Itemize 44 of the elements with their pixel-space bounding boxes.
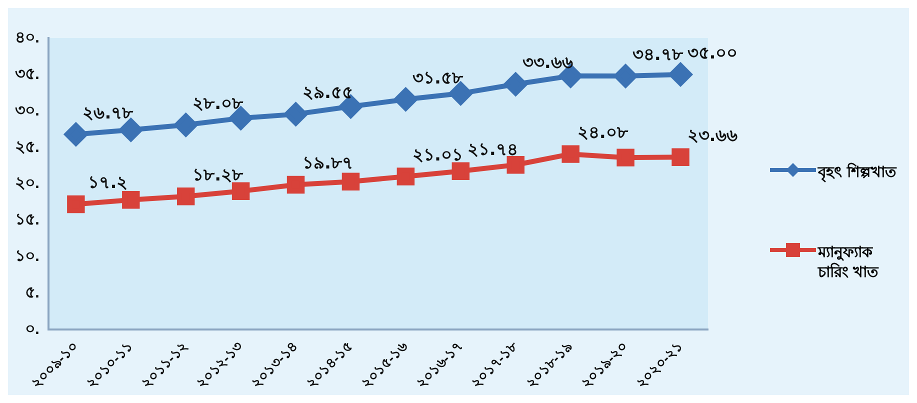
point bbox=[284, 102, 308, 126]
y-tick-label: ৩০. bbox=[14, 102, 40, 120]
point bbox=[67, 195, 85, 214]
data-label: ৩৪.৭৮ bbox=[632, 44, 684, 65]
point bbox=[396, 168, 415, 186]
point bbox=[614, 64, 638, 88]
data-label: ৩১.৫৮ bbox=[412, 68, 464, 88]
data-label: ২১.৭৪ bbox=[467, 140, 518, 160]
point bbox=[562, 145, 580, 163]
point bbox=[176, 187, 195, 206]
y-tick-label: ১০. bbox=[14, 248, 40, 266]
y-tick-label: ৪০. bbox=[14, 29, 40, 46]
point bbox=[669, 62, 692, 86]
y-tick-label: ০. bbox=[24, 321, 40, 338]
data-label: ২৮.০৮ bbox=[192, 94, 244, 114]
point bbox=[506, 156, 524, 174]
point bbox=[342, 172, 360, 190]
point bbox=[452, 162, 470, 180]
legend-label: বৃহৎ শিল্পখাত bbox=[818, 162, 898, 182]
y-tick-label: ৩৫. bbox=[14, 66, 40, 83]
point bbox=[672, 148, 690, 166]
point bbox=[286, 176, 305, 194]
y-tick-label: ৫. bbox=[24, 284, 40, 302]
data-label: ১৮.২৮ bbox=[192, 165, 244, 186]
data-label: ১৭.২ bbox=[88, 173, 128, 194]
data-label: ১৯.৮৭ bbox=[302, 154, 354, 174]
point bbox=[504, 72, 528, 96]
data-label: ২৪.০৮ bbox=[577, 122, 629, 143]
data-label: ২৩.৬৬ bbox=[687, 126, 738, 146]
point bbox=[174, 113, 198, 136]
data-label: ৩৫.০০ bbox=[687, 43, 738, 64]
point bbox=[616, 148, 634, 166]
data-label: ২১.০১ bbox=[412, 145, 463, 166]
point bbox=[64, 122, 88, 146]
point bbox=[122, 190, 140, 209]
data-label: ২৬.৭৮ bbox=[82, 103, 134, 124]
data-label: ২৯.৫৫ bbox=[302, 83, 354, 104]
y-tick-label: ২০. bbox=[14, 175, 40, 192]
data-label: ৩৩.৬৬ bbox=[522, 53, 573, 74]
y-tick-label: ২৫. bbox=[14, 138, 40, 156]
legend-label: ম্যানুফ্যাক চারিং খাত bbox=[818, 242, 880, 282]
point bbox=[394, 88, 418, 111]
point bbox=[232, 182, 250, 200]
y-tick-label: ১৫. bbox=[14, 212, 40, 229]
